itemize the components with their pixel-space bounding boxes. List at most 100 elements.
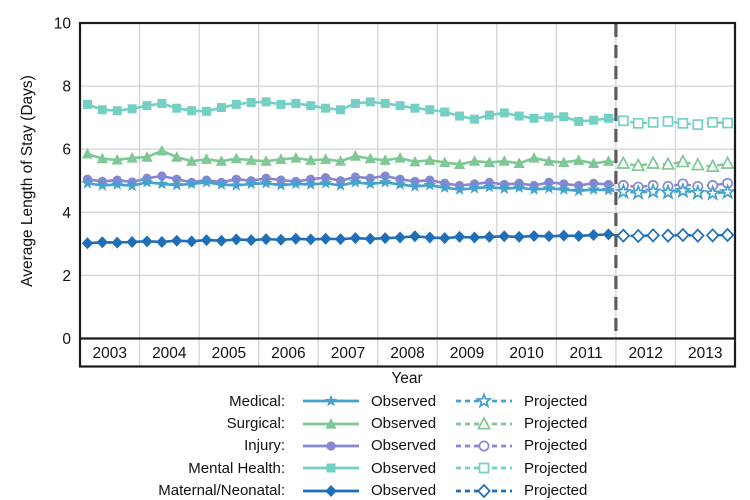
observed-star-marker: [155, 177, 169, 190]
projected-triangle-marker: [631, 157, 646, 172]
observed-square-marker: [82, 99, 92, 109]
observed-star-marker: [527, 182, 541, 195]
observed-diamond-marker: [498, 230, 510, 243]
observed-triangle-marker: [275, 153, 287, 164]
x-tick-label: 2012: [628, 345, 662, 362]
projected-star-marker: [629, 183, 647, 201]
observed-star-marker: [438, 181, 451, 194]
projected-star-marker: [689, 183, 707, 201]
observed-star-marker: [349, 175, 362, 188]
observed-square-marker: [350, 98, 360, 108]
observed-star-marker: [125, 179, 139, 192]
legend-projected-label: Projected: [524, 482, 588, 500]
legend-row: Maternal/Neonatal: Observed Projected: [118, 480, 604, 500]
legend-observed-label: Observed: [371, 437, 437, 455]
legend-series-name: Maternal/Neonatal:: [158, 482, 285, 500]
projected-square-marker: [478, 463, 490, 474]
observed-star-marker: [453, 182, 466, 195]
observed-square-marker: [499, 108, 509, 118]
observed-square-marker: [276, 99, 286, 109]
projected-diamond-marker: [661, 228, 675, 243]
observed-star-marker: [81, 176, 94, 189]
observed-square-marker: [603, 113, 613, 123]
projected-diamond-marker: [646, 228, 660, 243]
projected-square-marker: [692, 119, 704, 130]
projected-star-marker: [703, 184, 722, 201]
observed-diamond-marker: [325, 484, 337, 497]
projected-star-marker: [475, 392, 493, 409]
observed-square-marker: [112, 106, 122, 116]
observed-triangle-marker: [454, 158, 466, 169]
observed-square-marker: [172, 103, 182, 113]
observed-star-marker: [140, 175, 154, 188]
x-tick-label: 2009: [450, 345, 484, 362]
observed-diamond-marker: [394, 231, 406, 244]
observed-square-marker: [544, 112, 554, 122]
legend-projected-label: Projected: [524, 437, 588, 455]
observed-circle-marker: [326, 441, 336, 451]
observed-diamond-marker: [513, 230, 525, 243]
observed-star-marker: [557, 182, 571, 195]
legend-row: Surgical: Observed Projected: [118, 412, 604, 434]
x-tick-label: 2007: [331, 345, 365, 362]
observed-diamond-marker: [453, 230, 466, 243]
observed-star-marker: [259, 176, 273, 189]
projected-diamond-marker: [676, 227, 690, 243]
projected-diamond-marker: [477, 483, 491, 498]
observed-star-marker: [274, 178, 288, 191]
legend-projected-sample: [456, 392, 512, 409]
observed-square-marker: [425, 105, 435, 115]
legend-projected-label: Projected: [524, 392, 588, 410]
observed-triangle-marker: [498, 155, 510, 166]
observed-triangle-marker: [290, 152, 302, 163]
observed-square-marker: [469, 114, 479, 124]
observed-star-marker: [483, 180, 496, 193]
x-tick-label: 2013: [688, 345, 722, 362]
y-axis-title: Average Length of Stay (Days): [19, 75, 36, 287]
projected-square-marker: [662, 116, 674, 127]
legend-projected-sample: [456, 463, 512, 474]
observed-triangle-marker: [424, 154, 436, 165]
observed-star-marker: [393, 177, 407, 190]
legend-series-name: Surgical:: [226, 415, 285, 433]
observed-diamond-marker: [141, 235, 153, 248]
observed-square-marker: [157, 98, 167, 108]
legend-projected-label: Projected: [524, 459, 588, 477]
observed-star-marker: [408, 179, 422, 192]
observed-diamond-marker: [275, 233, 287, 246]
observed-diamond-marker: [319, 232, 332, 245]
observed-square-marker: [97, 105, 107, 115]
observed-triangle-marker: [602, 155, 615, 166]
observed-triangle-marker: [364, 152, 376, 164]
legend-observed-label: Observed: [371, 459, 437, 477]
projected-square-marker: [707, 117, 719, 128]
projected-star-marker: [644, 182, 662, 199]
observed-diamond-marker: [171, 234, 183, 247]
observed-diamond-marker: [558, 229, 570, 242]
projected-circle-marker: [478, 440, 490, 452]
observed-star-marker: [200, 175, 213, 188]
legend-projected-label: Projected: [524, 415, 588, 433]
observed-star-marker: [215, 177, 228, 190]
observed-square-marker: [574, 116, 584, 126]
observed-triangle-marker: [483, 156, 495, 168]
observed-triangle-marker: [156, 144, 168, 156]
observed-circle-marker: [157, 171, 167, 181]
projected-square-marker: [632, 117, 644, 129]
observed-triangle-marker: [573, 154, 585, 165]
legend-series-name: Injury:: [244, 437, 285, 455]
chart-legend: Medical: Observed Projected Surgical: Observ…: [118, 390, 604, 500]
projected-diamond-marker: [720, 227, 735, 243]
observed-diamond-marker: [483, 230, 496, 243]
observed-triangle-marker: [379, 154, 391, 165]
observed-triangle-marker: [186, 155, 198, 166]
legend-row: Injury: Observed Projected: [118, 435, 604, 457]
observed-triangle-marker: [543, 155, 555, 166]
projected-triangle-marker: [646, 155, 661, 169]
observed-square-marker: [514, 111, 524, 121]
observed-diamond-marker: [528, 229, 540, 242]
observed-square-marker: [410, 103, 420, 113]
observed-triangle-marker: [141, 151, 153, 162]
legend-projected-sample: [456, 440, 512, 452]
